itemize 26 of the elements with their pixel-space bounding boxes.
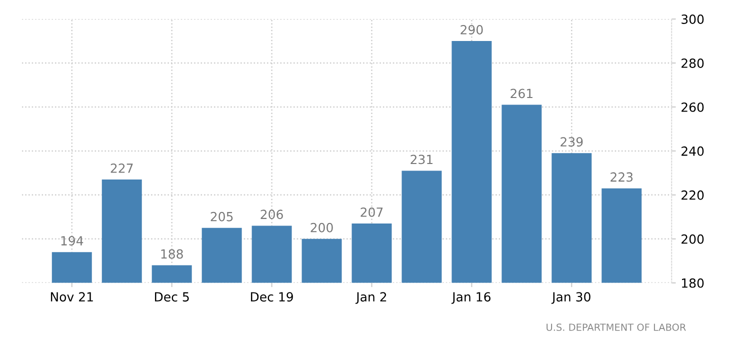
y-tick-label: 260 [682, 102, 704, 112]
x-tick-label: Jan 16 [451, 292, 490, 304]
x-tick-label: Jan 2 [355, 292, 386, 304]
y-tick-label: 200 [682, 234, 704, 244]
data-label: 223 [610, 172, 633, 182]
data-label: 261 [510, 88, 532, 98]
y-tick-label: 300 [682, 14, 704, 24]
text: U.S. DEPARTMENT OF LABOR [546, 324, 686, 331]
y-tick-label: 180 [682, 278, 704, 288]
x-tick-label: Jan 30 [551, 292, 590, 304]
data-label: 200 [310, 222, 333, 232]
data-label: 205 [210, 212, 233, 222]
y-tick-label: 240 [682, 146, 704, 156]
data-label: 188 [161, 249, 183, 259]
x-tick-label: Dec 19 [250, 292, 293, 302]
data-label: 231 [410, 154, 432, 164]
data-label: 290 [460, 24, 483, 34]
x-tick-label: Nov 21 [50, 292, 93, 302]
data-label: 227 [110, 164, 133, 173]
data-label: 194 [61, 236, 84, 246]
data-label: 239 [560, 137, 583, 147]
data-label: 206 [260, 210, 283, 220]
x-tick-label: Dec 5 [155, 292, 189, 302]
data-label: 207 [360, 207, 383, 217]
y-tick-label: 220 [682, 190, 704, 200]
y-tick-label: 280 [682, 58, 704, 68]
